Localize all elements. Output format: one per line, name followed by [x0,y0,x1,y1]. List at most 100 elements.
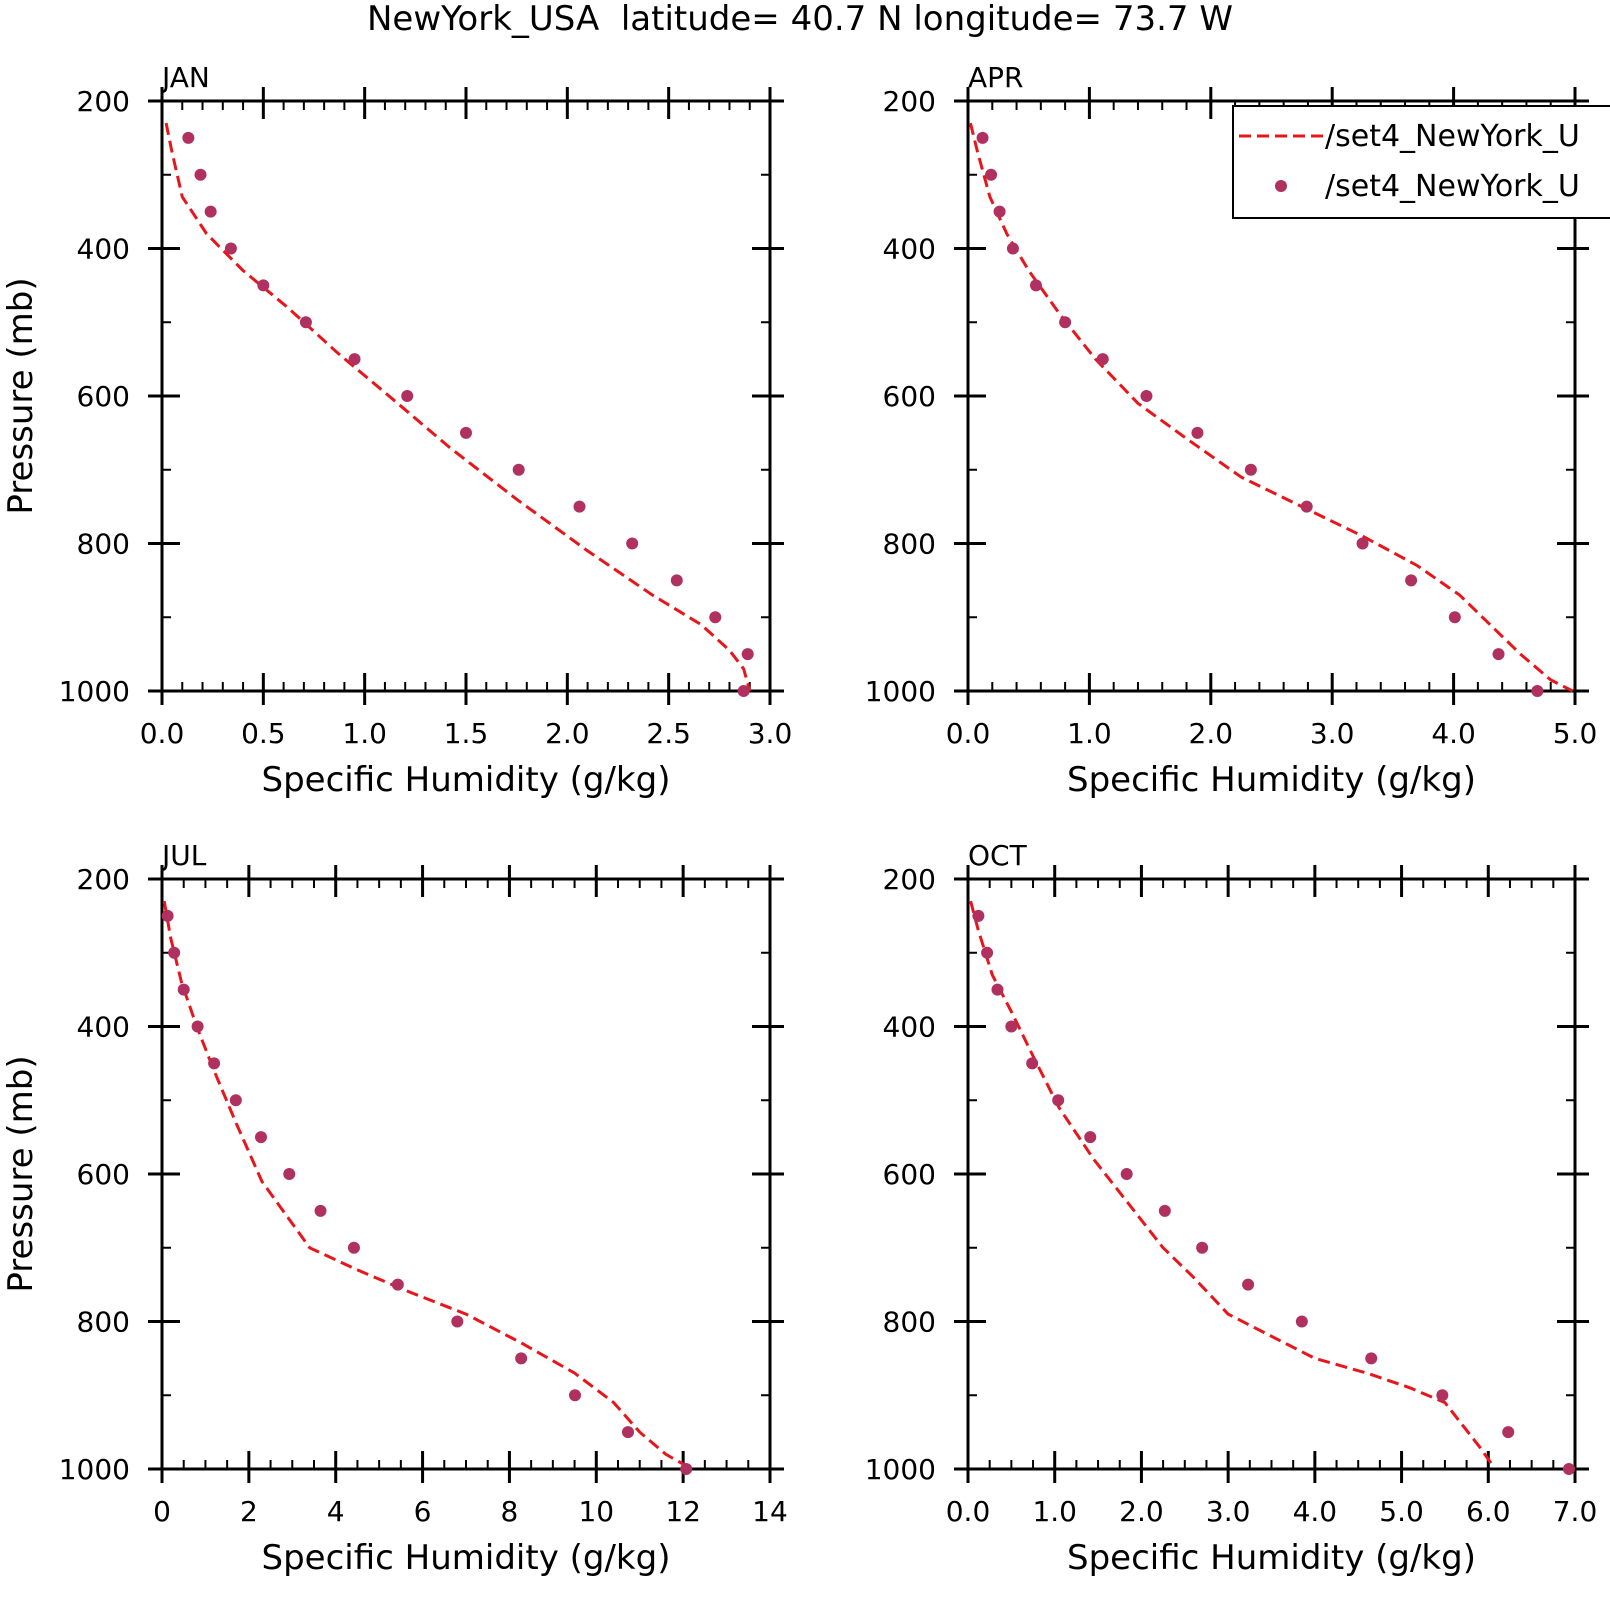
x-axis-label: Specific Humidity (g/kg) [262,760,671,800]
data-point [299,316,312,329]
x-tick-label: 2.0 [1119,1495,1164,1528]
x-tick-label: 1.5 [444,717,489,750]
data-point [451,1315,464,1328]
data-point [204,205,217,218]
data-point [1005,1020,1018,1033]
data-point [401,390,414,402]
data-point [168,946,181,959]
y-tick-label: 600 [883,1158,936,1191]
x-tick-label: 1.0 [1067,717,1112,750]
data-point [194,168,207,181]
y-tick-label: 1000 [59,1453,130,1486]
data-point [1448,611,1461,624]
x-tick-label: 3.0 [1206,1495,1251,1528]
x-tick-label: 10 [578,1495,614,1528]
x-tick-label: 0.0 [140,717,185,750]
legend: /set4_NewYork_U/set4_NewYork_U [1232,105,1610,219]
data-point [1295,1315,1308,1328]
data-point [229,1094,242,1107]
plot-frame [160,877,772,1471]
data-point [191,1020,204,1033]
series-line-0 [968,122,1574,693]
legend-label: /set4_NewYork_U [1325,119,1580,154]
data-point [1059,316,1072,329]
x-tick-label: 8 [501,1495,519,1528]
data-point [1436,1389,1449,1402]
y-tick-label: 1000 [865,1453,936,1486]
plot-frame [160,99,772,693]
data-point [1029,279,1042,292]
data-point [1026,1057,1039,1070]
y-tick-label: 1000 [865,675,936,708]
data-point [182,131,195,144]
data-point [976,131,989,144]
y-tick-label: 400 [77,233,130,266]
data-point [972,909,985,922]
data-point [255,1131,268,1144]
data-point [680,1463,693,1475]
data-point [670,574,683,587]
y-tick-label: 200 [77,85,130,118]
y-tick-label: 600 [883,380,936,413]
x-tick-label: 5.0 [1553,717,1598,750]
panel-oct: OCT 0.0 1.0 2.0 3.0 4.0 5.0 6.0 7.0 200 400 600 800 1… [865,839,1598,1578]
panel-title: JAN [160,61,210,94]
x-tick-label: 1.0 [1032,1495,1077,1528]
data-point [741,648,754,661]
data-point [257,279,270,292]
panel-jul: JUL 0 2 4 6 8 10 12 14 200 400 600 800 1000 Specific H… [1,839,788,1578]
data-point [1405,574,1418,587]
series-line-0 [969,900,1494,1467]
data-point [1244,463,1257,476]
data-point [348,353,361,366]
data-point [391,1278,404,1291]
x-tick-label: 0 [153,1495,171,1528]
data-point [1191,426,1204,439]
y-tick-label: 800 [77,1306,130,1339]
data-point [1502,1426,1515,1439]
x-tick-label: 2.5 [646,717,691,750]
data-point [283,1168,296,1180]
x-tick-label: 1.0 [342,717,387,750]
y-tick-label: 400 [883,1011,936,1044]
legend-label: /set4_NewYork_U [1325,169,1580,204]
panel-title: OCT [968,839,1028,872]
legend-box [1232,105,1610,219]
series-line-0 [164,122,752,692]
data-point [515,1352,528,1365]
x-tick-label: 4.0 [1431,717,1476,750]
data-point [161,909,174,922]
data-point [626,537,639,550]
x-axis-label: Specific Humidity (g/kg) [1067,760,1476,800]
y-axis-label: Pressure (mb) [1,1055,41,1292]
x-tick-label: 7.0 [1553,1495,1598,1528]
y-tick-label: 600 [77,380,130,413]
x-tick-label: 4.0 [1293,1495,1338,1528]
y-tick-label: 200 [883,863,936,896]
data-point [737,685,750,697]
data-point [1120,1168,1133,1180]
x-axis-label: Specific Humidity (g/kg) [1067,1538,1476,1578]
x-tick-label: 0.0 [946,717,991,750]
x-tick-label: 3.0 [748,717,793,750]
x-axis-label: Specific Humidity (g/kg) [262,1538,671,1578]
data-point [1300,500,1313,513]
y-tick-label: 800 [883,1306,936,1339]
data-point [991,983,1004,996]
data-point [347,1241,360,1254]
data-point [1006,242,1019,255]
data-point [569,1389,582,1402]
x-tick-label: 2.0 [545,717,590,750]
data-point [1242,1278,1255,1291]
data-point [224,242,237,255]
x-tick-label: 12 [665,1495,701,1528]
data-point [1158,1204,1171,1217]
data-point [177,983,190,996]
panel-jan: JAN 0.0 0.5 1.0 1.5 2.0 2.5 3.0 200 400 600 800 1000… [1,61,792,800]
y-tick-label: 1000 [59,675,130,708]
x-tick-label: 0.0 [946,1495,991,1528]
data-point [981,946,994,959]
data-point [1096,353,1109,366]
x-tick-label: 4 [327,1495,345,1528]
